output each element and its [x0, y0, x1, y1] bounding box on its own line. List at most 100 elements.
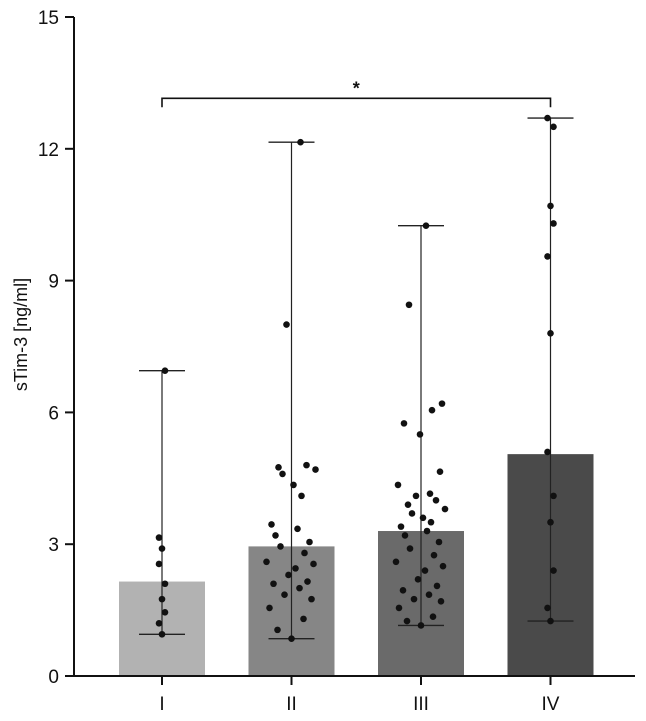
- data-point: [408, 510, 416, 517]
- data-point: [547, 518, 554, 526]
- x-axis: I II III IV: [74, 675, 635, 715]
- data-point: [426, 490, 434, 497]
- data-point: [312, 466, 319, 473]
- data-point: [406, 545, 414, 552]
- data-point: [544, 604, 551, 612]
- error-bars: [139, 117, 574, 640]
- data-point: [544, 448, 551, 456]
- data-point: [279, 470, 286, 478]
- data-point: [441, 505, 449, 513]
- data-point: [394, 481, 402, 489]
- data-point: [423, 527, 431, 535]
- x-tick-label: II: [286, 694, 297, 715]
- data-point: [161, 580, 169, 588]
- data-point: [290, 481, 297, 489]
- significance-label: *: [353, 78, 360, 98]
- y-tick-label: 9: [48, 272, 59, 293]
- data-point: [438, 400, 446, 407]
- data-point: [439, 562, 447, 570]
- data-point: [550, 123, 557, 131]
- data-point: [397, 523, 405, 530]
- data-point: [550, 567, 557, 574]
- data-point: [155, 619, 163, 627]
- data-point: [158, 630, 166, 638]
- data-point: [429, 613, 437, 620]
- data-points: [155, 114, 557, 642]
- data-point: [425, 591, 433, 599]
- data-point: [435, 538, 443, 546]
- x-tick-label: I: [159, 694, 164, 715]
- data-point: [405, 301, 413, 309]
- data-point: [292, 565, 299, 572]
- data-point: [430, 551, 438, 559]
- data-point: [547, 617, 554, 625]
- y-axis-label: sTim-3 [ng/ml]: [11, 278, 31, 391]
- data-point: [412, 492, 420, 500]
- data-point: [417, 622, 425, 629]
- data-point: [274, 626, 281, 634]
- significance-bracket: *: [161, 78, 552, 108]
- x-tick-label: IV: [542, 694, 560, 715]
- data-point: [544, 253, 551, 260]
- data-point: [285, 571, 292, 579]
- y-tick-label: 0: [48, 667, 59, 688]
- data-point: [422, 222, 430, 229]
- data-point: [404, 501, 412, 508]
- significance-line: [161, 97, 552, 108]
- data-point: [161, 367, 169, 374]
- data-point: [158, 545, 166, 552]
- data-point: [158, 595, 166, 603]
- data-point: [268, 521, 275, 528]
- data-point: [392, 558, 400, 566]
- x-tick-label: III: [413, 694, 429, 715]
- y-tick-label: 15: [38, 8, 59, 29]
- y-tick-label: 6: [48, 403, 59, 424]
- data-point: [437, 598, 445, 605]
- data-point: [547, 330, 554, 337]
- data-point: [298, 492, 305, 500]
- data-point: [275, 464, 282, 471]
- data-point: [421, 567, 429, 574]
- data-point: [410, 595, 418, 603]
- data-point: [281, 591, 288, 599]
- y-tick-label: 3: [48, 535, 59, 556]
- data-point: [414, 576, 422, 583]
- bars: [119, 454, 594, 675]
- data-point: [155, 560, 163, 568]
- data-point: [403, 617, 411, 625]
- data-point: [297, 138, 304, 146]
- data-point: [399, 587, 407, 594]
- data-point: [266, 604, 273, 612]
- data-point: [304, 578, 311, 585]
- data-point: [300, 615, 307, 623]
- data-point: [301, 549, 308, 557]
- data-point: [550, 220, 557, 227]
- data-point: [303, 461, 310, 469]
- data-point: [308, 595, 315, 603]
- data-point: [400, 420, 408, 427]
- data-point: [263, 558, 270, 566]
- data-point: [270, 580, 277, 588]
- data-point: [296, 584, 303, 592]
- data-point: [288, 635, 295, 642]
- data-point: [427, 518, 435, 526]
- data-point: [283, 321, 290, 328]
- data-point: [547, 202, 554, 210]
- data-point: [550, 492, 557, 500]
- data-point: [419, 514, 427, 522]
- data-point: [294, 525, 301, 533]
- data-point: [272, 532, 279, 539]
- data-point: [155, 534, 163, 541]
- data-point: [277, 543, 284, 550]
- y-tick-label: 12: [38, 140, 59, 161]
- y-axis: 0 3 6 9 12 15: [38, 8, 75, 688]
- data-point: [432, 496, 440, 504]
- data-point: [395, 604, 403, 612]
- data-point: [306, 538, 313, 546]
- data-point: [428, 406, 436, 414]
- data-point: [433, 582, 441, 590]
- data-point: [436, 468, 444, 476]
- data-point: [544, 114, 551, 122]
- data-point: [401, 532, 409, 539]
